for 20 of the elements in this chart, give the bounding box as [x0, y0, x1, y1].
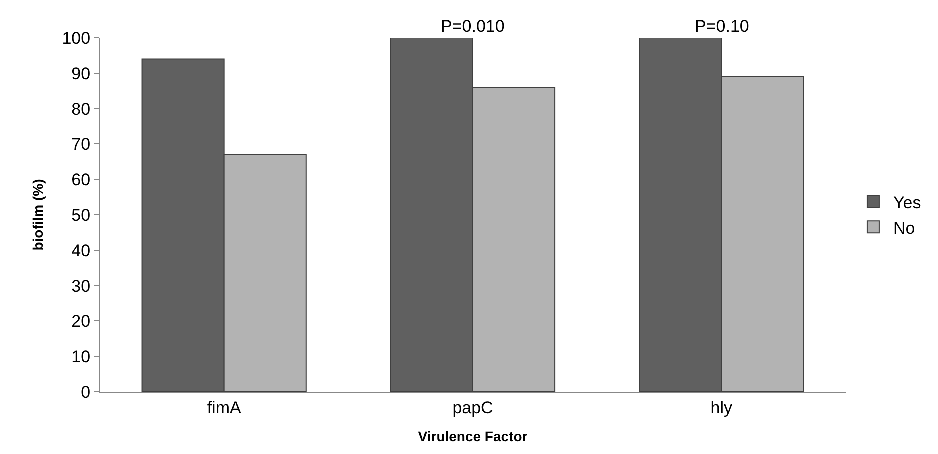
y-tick-label: 40 [72, 241, 91, 260]
y-tick-label: 70 [72, 135, 91, 154]
x-tick-label: papC [452, 398, 494, 418]
x-tick-label: hly [710, 398, 734, 418]
y-tick-label: 0 [81, 382, 91, 402]
legend-label: No [893, 218, 916, 238]
y-tick-label: 30 [72, 276, 91, 296]
x-tick-label: fimA [207, 398, 242, 418]
y-tick-label: 90 [72, 64, 91, 84]
y-tick-label: 10 [72, 348, 91, 367]
y-tick-label: 100 [62, 28, 91, 48]
y-axis-title: biofilm (%) [30, 179, 46, 251]
annotation: P=0.10 [695, 17, 750, 36]
y-tick-label: 50 [72, 206, 91, 225]
annotation: P=0.010 [441, 17, 505, 36]
legend-label: Yes [893, 194, 922, 213]
y-tick-label: 60 [72, 170, 91, 190]
y-tick-label: 20 [72, 312, 91, 332]
x-axis-title: Virulence Factor [418, 428, 528, 445]
y-tick-label: 80 [72, 100, 91, 119]
